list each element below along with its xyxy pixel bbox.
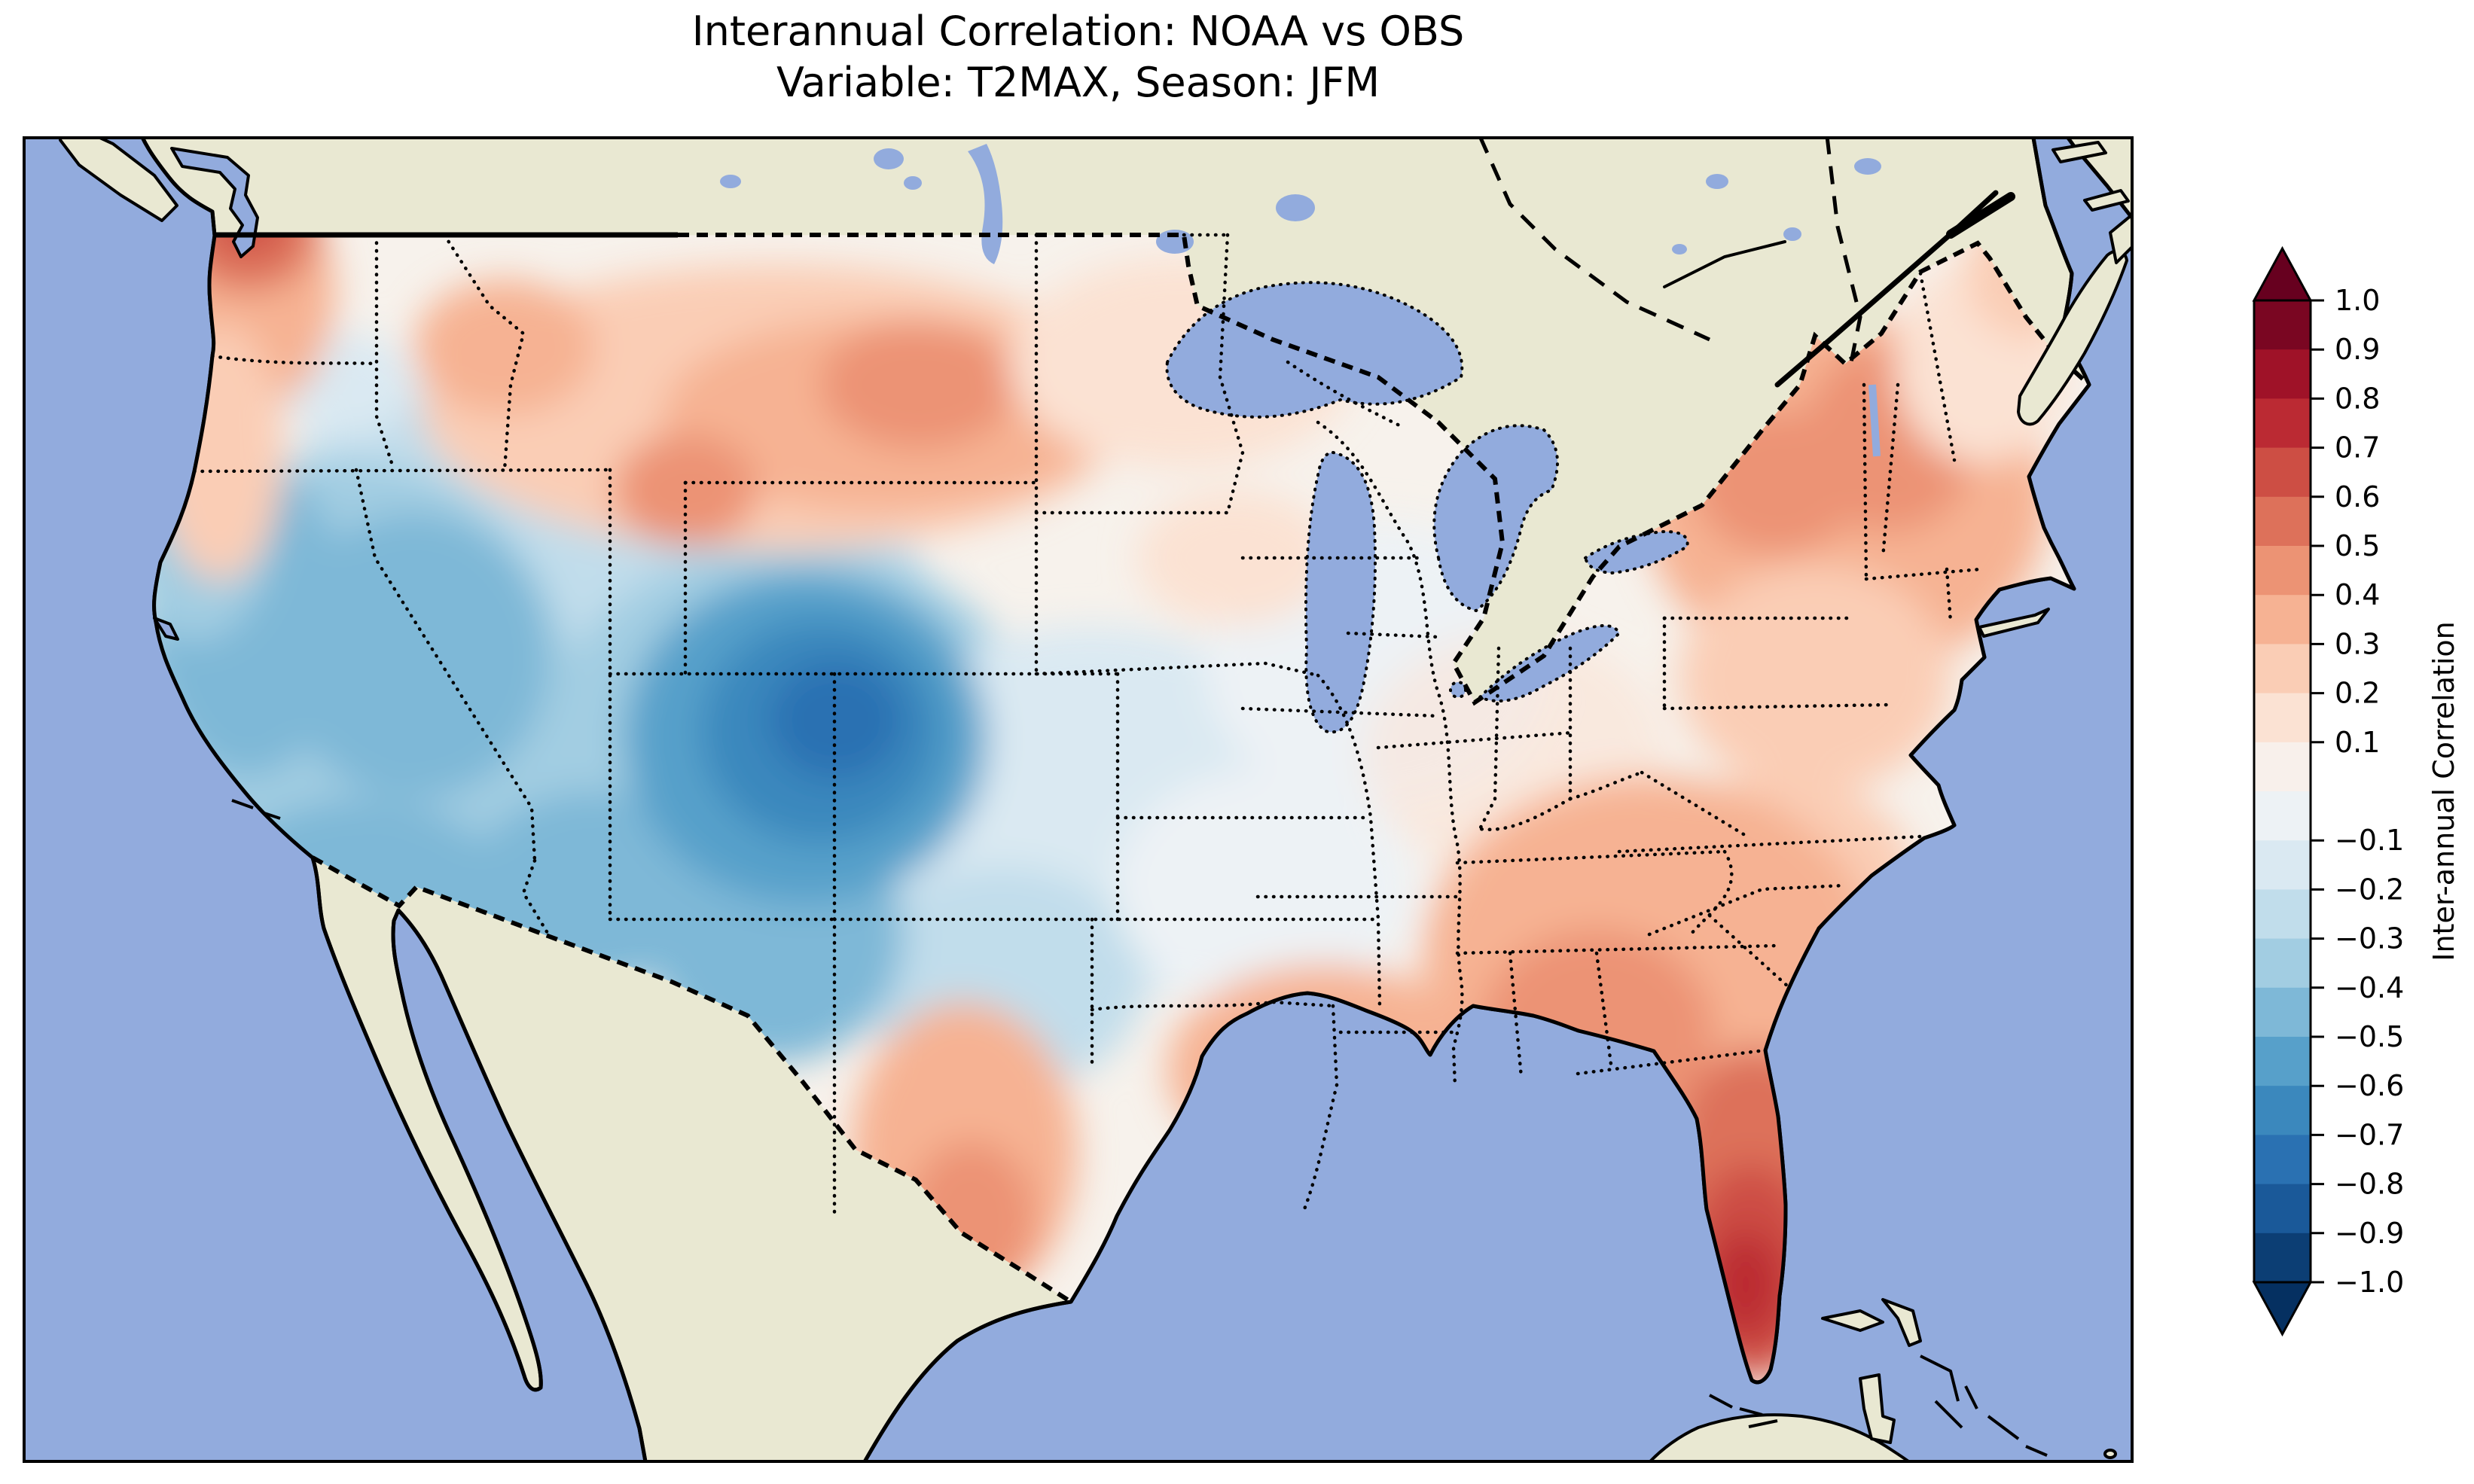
colorbar-tick-label: 0.8 [2335, 382, 2380, 415]
colorbar-bin [2254, 1037, 2311, 1086]
colorbar-tick-label: 0.2 [2335, 677, 2380, 710]
colorbar-bin [2254, 644, 2311, 694]
colorbar-tick-label: 0.3 [2335, 627, 2380, 660]
colorbar-bin [2254, 595, 2311, 645]
colorbar-bin [2254, 742, 2311, 792]
colorbar-axis-label: Inter-annual Correlation [2427, 621, 2460, 961]
colorbar-bin [2254, 349, 2311, 400]
colorbar-tick-label: −0.9 [2335, 1217, 2404, 1250]
us-correlation-map [23, 136, 2134, 1463]
colorbar-tick-label: −1.0 [2335, 1266, 2404, 1299]
title-line-2: Variable: T2MAX, Season: JFM [776, 59, 1380, 106]
country-borders [215, 136, 2091, 1304]
colorbar-bin [2254, 447, 2311, 498]
colorbar-bin [2254, 1135, 2311, 1185]
colorbar: 1.0 0.9 0.8 0.7 0.6 0.5 0.4 0.3 0.2 0.1 −0.1 −0.2 −0… [2252, 245, 2460, 1337]
colorbar-tick-label: 1.0 [2335, 284, 2380, 317]
colorbar-tick-label: 0.7 [2335, 431, 2380, 465]
colorbar-tick-label: 0.9 [2335, 333, 2380, 366]
colorbar-bin [2254, 1184, 2311, 1234]
canada-lakes [720, 144, 1881, 457]
title-line-1: Interannual Correlation: NOAA vs OBS [691, 8, 1465, 55]
colorbar-tick-label: 0.5 [2335, 529, 2380, 562]
colorbar-tick-label: 0.4 [2335, 578, 2380, 611]
colorbar-bin [2254, 693, 2311, 743]
pacific-inlets [153, 147, 259, 641]
colorbar-bin [2254, 300, 2311, 350]
colorbar-tick-label: −0.4 [2335, 971, 2404, 1004]
colorbar-tick-label: 0.1 [2335, 726, 2380, 759]
colorbar-bin [2254, 840, 2311, 891]
colorbar-bin [2254, 938, 2311, 989]
colorbar-tick-label: −0.2 [2335, 873, 2404, 906]
colorbar-bin [2254, 1233, 2311, 1283]
colorbar-bin [2254, 398, 2311, 449]
state-borders [192, 233, 1983, 1215]
rivers [1663, 190, 2015, 388]
colorbar-tick-label: −0.3 [2335, 922, 2404, 955]
colorbar-tick-label: −0.5 [2335, 1020, 2404, 1053]
map-frame [23, 136, 2134, 1463]
great-lakes [1165, 281, 1689, 734]
colorbar-bin [2254, 546, 2311, 596]
colorbar-extend-max [2252, 245, 2313, 302]
colorbar-extend-min [2252, 1281, 2313, 1337]
figure-title: Interannual Correlation: NOAA vs OBS Var… [23, 6, 2134, 108]
colorbar-tick-label: −0.6 [2335, 1069, 2404, 1102]
colorbar-tick-label: −0.7 [2335, 1118, 2404, 1151]
colorbar-bin [2254, 496, 2311, 547]
colorbar-bin [2254, 889, 2311, 940]
colorbar-bin [2254, 791, 2311, 841]
colorbar-bin [2254, 1086, 2311, 1136]
colorbar-tick-label: 0.6 [2335, 480, 2380, 513]
colorbar-bin [2254, 987, 2311, 1038]
islands [59, 136, 2134, 1463]
colorbar-tick-label: −0.8 [2335, 1168, 2404, 1201]
colorbar-tick-label: −0.1 [2335, 824, 2404, 857]
